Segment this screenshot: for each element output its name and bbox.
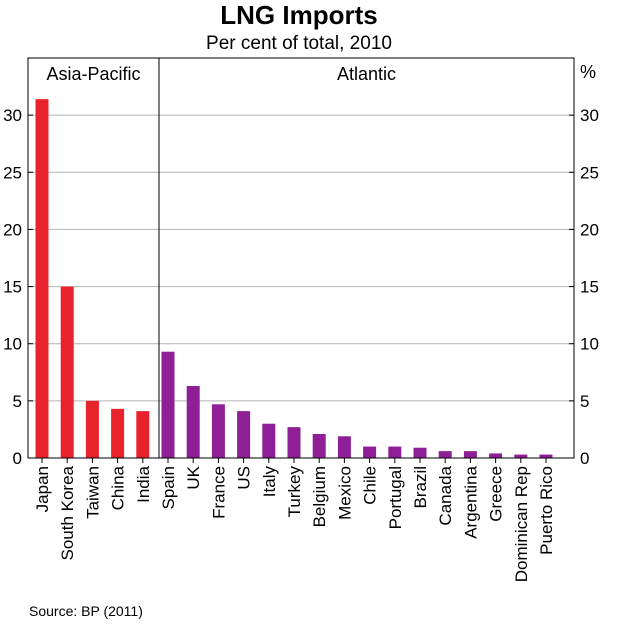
chart-subtitle: Per cent of total, 2010 <box>206 33 392 54</box>
bar-taiwan <box>85 400 99 458</box>
y-tick-label-right: 5 <box>580 392 589 411</box>
x-category-label: Japan <box>33 466 52 512</box>
x-category-label: Portugal <box>386 466 405 529</box>
x-category-label: Spain <box>159 466 178 509</box>
x-category-label: India <box>134 465 153 502</box>
bar-turkey <box>287 427 301 458</box>
x-category-label: Greece <box>487 466 506 522</box>
y-tick-label-left: 10 <box>3 335 22 354</box>
y-tick-label-left: 25 <box>3 163 22 182</box>
y-tick-label-right: 30 <box>580 106 599 125</box>
bar-chile <box>363 446 377 458</box>
bars <box>35 99 553 459</box>
y-tick-label-left: 30 <box>3 106 22 125</box>
x-category-label: Taiwan <box>83 466 102 519</box>
bar-dominican-rep <box>514 454 528 458</box>
y-unit-label: % <box>580 62 596 82</box>
region-label: Atlantic <box>337 64 396 84</box>
x-category-label: US <box>235 466 254 490</box>
bar-us <box>237 411 251 458</box>
x-category-label: South Korea <box>58 465 77 560</box>
bar-spain <box>161 351 175 458</box>
bar-south-korea <box>60 286 74 458</box>
bar-italy <box>262 423 276 458</box>
chart-title: LNG Imports <box>220 0 377 30</box>
y-tick-label-left: 15 <box>3 278 22 297</box>
source-note: Source: BP (2011) <box>29 603 143 619</box>
x-category-label: Argentina <box>461 465 480 538</box>
y-tick-label-right: 15 <box>580 278 599 297</box>
x-category-label: Brazil <box>411 466 430 509</box>
y-tick-label-right: 20 <box>580 220 599 239</box>
bar-portugal <box>388 446 402 458</box>
y-tick-label-left: 0 <box>13 449 22 468</box>
bar-canada <box>438 451 452 458</box>
bar-brazil <box>413 447 427 458</box>
labels: 0 0 5 5 10 10 15 15 20 20 25 25 30 30 Japan South Korea… <box>3 64 599 582</box>
y-tick-label-right: 10 <box>580 335 599 354</box>
x-category-label: Mexico <box>335 466 354 520</box>
x-category-label: UK <box>184 465 203 489</box>
x-category-label: Puerto Rico <box>537 466 556 555</box>
x-category-label: Italy <box>260 466 279 498</box>
x-category-label: Dominican Rep <box>512 466 531 582</box>
gridlines <box>28 114 574 402</box>
x-category-label: China <box>109 465 128 510</box>
x-category-label: Belgium <box>310 466 329 527</box>
bar-belgium <box>312 434 326 458</box>
y-tick-label-right: 0 <box>580 449 589 468</box>
y-tick-label-left: 20 <box>3 220 22 239</box>
bar-mexico <box>337 436 351 458</box>
x-category-label: France <box>209 466 228 519</box>
bar-france <box>211 404 225 458</box>
y-tick-label-left: 5 <box>13 392 22 411</box>
bar-india <box>136 411 150 458</box>
bar-puerto-rico <box>539 454 553 458</box>
plot-frame <box>27 57 575 459</box>
bar-argentina <box>463 451 477 458</box>
region-label: Asia-Pacific <box>46 64 140 84</box>
x-category-label: Turkey <box>285 466 304 518</box>
bar-greece <box>489 453 503 458</box>
bar-japan <box>35 99 49 459</box>
bar-china <box>111 408 125 458</box>
x-category-label: Chile <box>361 466 380 505</box>
y-tick-label-right: 25 <box>580 163 599 182</box>
x-category-label: Canada <box>436 465 455 525</box>
bar-uk <box>186 386 200 458</box>
